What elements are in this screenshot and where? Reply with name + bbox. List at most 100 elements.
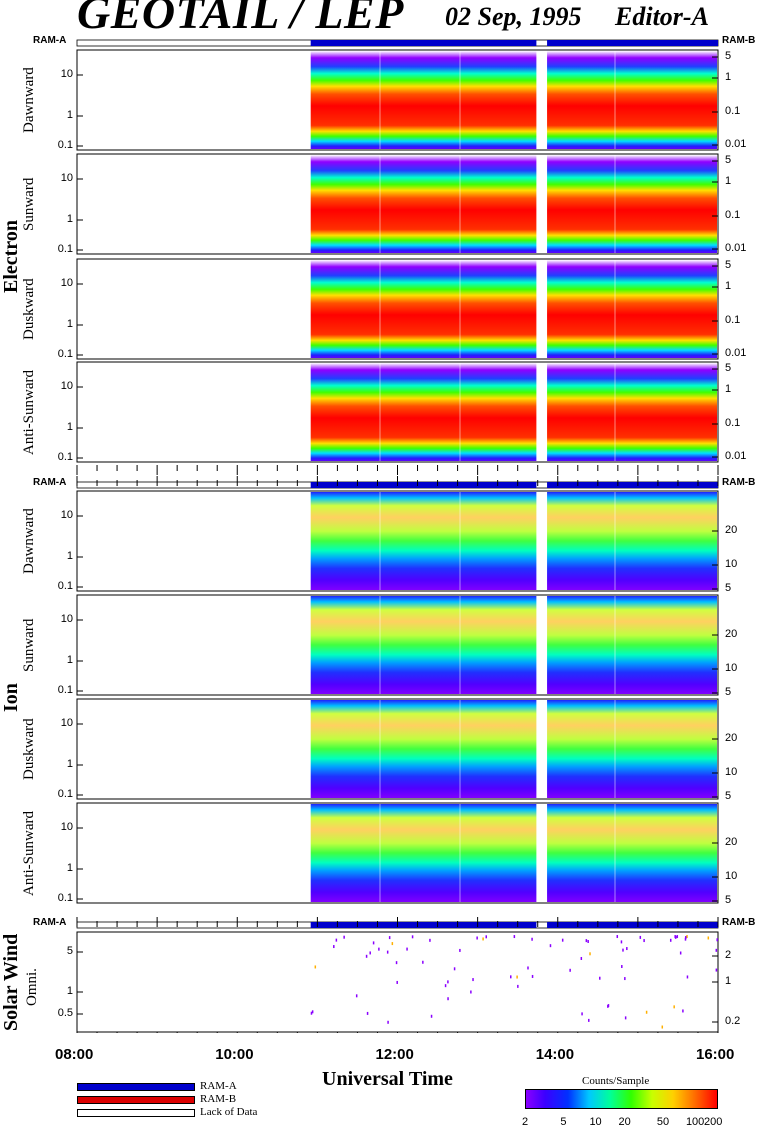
solar-wind-count	[447, 997, 449, 1001]
y-tick-label: 1	[66, 109, 73, 121]
spectrogram-block	[547, 51, 717, 149]
y-tick-label: 10	[60, 172, 73, 184]
y2-tick-label: 0.01	[725, 347, 747, 359]
y-tick-label: 1	[66, 421, 73, 433]
x-tick-label: 14:00	[535, 1046, 575, 1063]
colorbar-tick-label: 2	[522, 1116, 529, 1128]
colorbar	[525, 1089, 718, 1109]
solar-wind-count	[715, 948, 718, 952]
solar-wind-count	[621, 965, 623, 969]
spectrogram-block	[547, 804, 717, 902]
spectrogram-block	[310, 363, 537, 461]
solar-wind-count	[527, 966, 529, 970]
solar-wind-count	[587, 940, 589, 944]
y-tick-label: 1	[66, 318, 73, 330]
colorbar-tick-label: 5	[560, 1116, 567, 1128]
y2-tick-label: 1	[725, 71, 732, 83]
group-label-electron: Electron	[0, 219, 22, 293]
y-tick-label: 0.5	[57, 1007, 73, 1019]
y2-tick-label: 1	[725, 175, 732, 187]
panel-label: Anti-Sunward	[21, 810, 37, 896]
solar-wind-count	[395, 961, 398, 965]
spectrogram-block	[547, 363, 717, 461]
solar-wind-count	[686, 975, 689, 979]
editor-label: Editor-A	[615, 2, 709, 31]
panel-label: Omni.	[24, 968, 40, 1006]
solar-wind-count	[447, 980, 449, 984]
solar-wind-count	[561, 938, 564, 942]
y-tick-label: 10	[60, 613, 73, 625]
solar-wind-count	[516, 975, 518, 979]
solar-wind-count	[485, 935, 488, 939]
solar-wind-count	[355, 994, 358, 998]
solar-wind-count	[391, 942, 394, 946]
y-tick-label: 0.1	[57, 348, 73, 360]
solar-wind-count	[444, 984, 447, 988]
x-tick-label: 16:00	[696, 1046, 735, 1063]
spectrogram-block	[310, 51, 537, 149]
colorbar-tick-label: 20	[618, 1116, 631, 1128]
ram-b-label: RAM-B	[722, 477, 756, 488]
status-bar-ram-a	[310, 40, 537, 46]
solar-wind-count	[673, 1005, 675, 1009]
solar-wind-count	[581, 1012, 583, 1016]
y2-tick-label: 5	[725, 894, 732, 906]
panel-label: Anti-Sunward	[21, 369, 37, 455]
spectrogram-block	[310, 596, 537, 694]
solar-wind-count	[716, 938, 718, 942]
solar-wind-count	[599, 976, 601, 980]
solar-wind-count	[459, 948, 461, 952]
solar-wind-count	[549, 944, 552, 948]
y2-tick-label: 5	[725, 686, 732, 698]
solar-wind-count	[686, 935, 688, 939]
y-tick-label: 10	[60, 821, 73, 833]
spectrogram-block	[547, 700, 717, 798]
panel-label: Duskward	[21, 718, 37, 780]
spectrogram-block	[310, 700, 537, 798]
y2-tick-label: 0.1	[725, 314, 741, 326]
status-bar-ram-a	[547, 922, 718, 928]
y2-tick-label: 0.2	[725, 1015, 741, 1027]
y-tick-label: 10	[60, 717, 73, 729]
solar-wind-count	[453, 967, 456, 971]
spectrogram-block	[547, 596, 717, 694]
solar-wind-count	[343, 935, 345, 939]
solar-wind-count	[682, 1009, 684, 1013]
y2-tick-label: 1	[725, 280, 732, 292]
legend-ram-b-swatch	[77, 1096, 195, 1104]
y2-tick-label: 5	[725, 50, 732, 62]
page-title: GEOTAIL / LEP	[77, 0, 404, 38]
solar-wind-count	[333, 945, 335, 949]
y-tick-label: 1	[66, 758, 73, 770]
solar-wind-count	[622, 948, 624, 952]
y-tick-label: 1	[66, 985, 73, 997]
solar-wind-count	[639, 935, 642, 939]
panel-label: Dawnward	[21, 508, 37, 574]
x-tick-label: 12:00	[375, 1046, 414, 1063]
solar-wind-count	[314, 965, 317, 969]
solar-wind-count	[674, 935, 676, 939]
group-label-solar-wind: Solar Wind	[0, 933, 22, 1031]
solar-wind-count	[645, 1010, 648, 1014]
y-tick-label: 0.1	[57, 788, 73, 800]
panel-label: Duskward	[21, 278, 37, 340]
y-tick-label: 5	[66, 945, 73, 957]
solar-wind-count	[643, 939, 645, 943]
solar-wind-count	[616, 935, 619, 939]
solar-wind-count	[580, 956, 583, 960]
y2-tick-label: 20	[725, 732, 738, 744]
solar-wind-count	[517, 984, 519, 988]
solar-wind-count	[422, 960, 424, 964]
y2-tick-label: 5	[725, 582, 732, 594]
y-tick-label: 1	[66, 654, 73, 666]
y2-tick-label: 0.1	[725, 209, 741, 221]
y2-tick-label: 5	[725, 154, 732, 166]
solar-wind-count	[482, 937, 484, 941]
solar-wind-count	[569, 968, 571, 972]
x-tick-label: 08:00	[55, 1046, 94, 1063]
solar-wind-count	[388, 936, 391, 940]
y2-tick-label: 0.01	[725, 242, 747, 254]
solar-wind-count	[661, 1025, 664, 1029]
